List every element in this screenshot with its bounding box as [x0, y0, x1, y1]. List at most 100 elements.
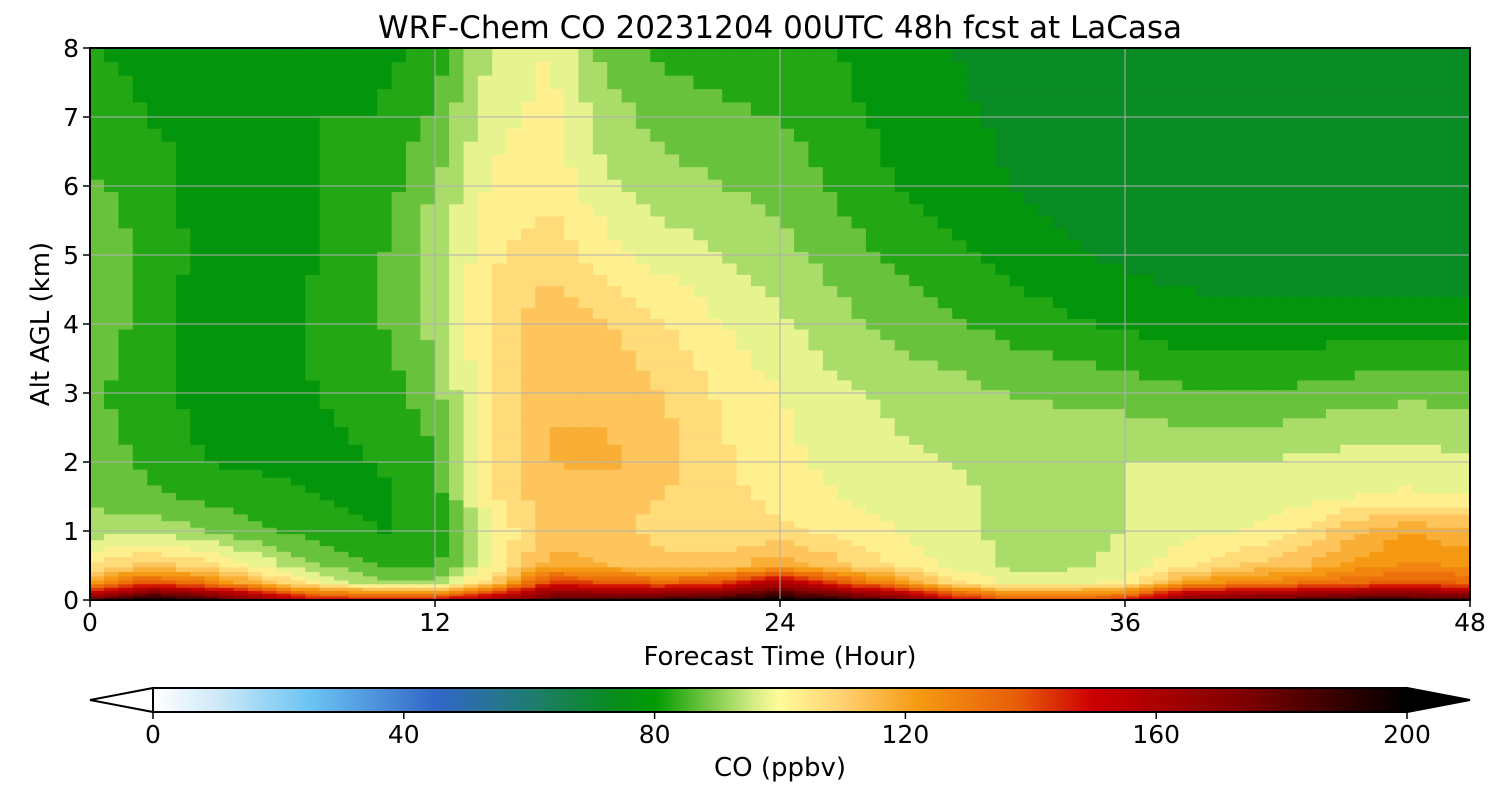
- heatmap-cell: [1067, 571, 1083, 577]
- heatmap-cell: [1340, 583, 1356, 588]
- heatmap-cell: [132, 579, 148, 585]
- heatmap-cell: [319, 561, 335, 568]
- heatmap-cell: [808, 215, 824, 229]
- heatmap-cell: [506, 328, 522, 341]
- heatmap-cell: [492, 389, 508, 400]
- heatmap-cell: [564, 296, 580, 309]
- heatmap-cell: [132, 239, 148, 252]
- heatmap-cell: [1067, 296, 1083, 309]
- heatmap-cell: [161, 595, 177, 599]
- heatmap-cell: [750, 492, 766, 501]
- heatmap-cell: [894, 215, 910, 229]
- heatmap-cell: [693, 533, 709, 541]
- heatmap-cell: [535, 587, 551, 591]
- heatmap-cell: [592, 506, 608, 515]
- heatmap-cell: [621, 571, 637, 577]
- heatmap-cell: [650, 444, 666, 454]
- heatmap-cell: [952, 328, 968, 341]
- heatmap-cell: [118, 551, 134, 558]
- heatmap-cell: [1397, 583, 1413, 588]
- heatmap-cell: [1268, 595, 1284, 599]
- heatmap-cell: [650, 499, 666, 508]
- heatmap-cell: [966, 399, 982, 410]
- heatmap-cell: [722, 499, 738, 508]
- heatmap-cell: [362, 587, 378, 591]
- heatmap-cell: [1153, 349, 1169, 361]
- heatmap-cell: [1153, 545, 1169, 552]
- heatmap-cell: [219, 587, 235, 591]
- heatmap-cell: [1426, 587, 1442, 591]
- heatmap-cell: [736, 583, 752, 588]
- heatmap-cell: [937, 435, 953, 445]
- heatmap-cell: [147, 359, 163, 371]
- heatmap-cell: [564, 389, 580, 400]
- heatmap-cell: [1412, 566, 1428, 572]
- heatmap-cell: [837, 597, 853, 600]
- heatmap-cell: [880, 506, 896, 515]
- heatmap-cell: [262, 251, 278, 264]
- heatmap-cell: [1340, 399, 1356, 410]
- heatmap-cell: [794, 533, 810, 541]
- heatmap-cell: [362, 389, 378, 400]
- heatmap-cell: [736, 379, 752, 391]
- heatmap-cell: [463, 227, 479, 241]
- heatmap-cell: [1024, 513, 1040, 522]
- heatmap-cell: [880, 369, 896, 381]
- heatmap-cell: [1268, 203, 1284, 217]
- heatmap-cell: [1297, 539, 1313, 547]
- heatmap-cell: [837, 227, 853, 241]
- heatmap-cell: [477, 469, 493, 478]
- heatmap-cell: [1455, 469, 1470, 478]
- heatmap-cell: [1369, 359, 1385, 371]
- heatmap-cell: [506, 595, 522, 599]
- heatmap-cell: [607, 575, 623, 581]
- heatmap-cell: [937, 520, 953, 528]
- heatmap-cell: [1426, 349, 1442, 361]
- heatmap-cell: [1153, 513, 1169, 522]
- heatmap-cell: [765, 435, 781, 445]
- heatmap-cell: [305, 251, 321, 264]
- heatmap-cell: [1210, 595, 1226, 599]
- heatmap-cell: [1110, 597, 1126, 600]
- heatmap-cell: [1412, 349, 1428, 361]
- heatmap-cell: [707, 545, 723, 552]
- heatmap-cell: [722, 506, 738, 515]
- heatmap-cell: [247, 545, 263, 552]
- heatmap-cell: [1182, 593, 1198, 597]
- heatmap-cell: [607, 484, 623, 493]
- heatmap-cell: [1239, 579, 1255, 585]
- heatmap-cell: [880, 513, 896, 522]
- heatmap-cell: [808, 506, 824, 515]
- heatmap-cell: [607, 590, 623, 594]
- heatmap-cell: [865, 593, 881, 597]
- heatmap-cell: [132, 227, 148, 241]
- heatmap-cell: [348, 477, 364, 486]
- heatmap-cell: [1009, 583, 1025, 588]
- heatmap-cell: [219, 593, 235, 597]
- heatmap-cell: [175, 274, 191, 287]
- heatmap-cell: [262, 307, 278, 319]
- heatmap-cell: [1095, 460, 1111, 470]
- heatmap-cell: [1110, 484, 1126, 493]
- heatmap-cell: [463, 593, 479, 597]
- heatmap-cell: [578, 408, 594, 419]
- heatmap-cell: [233, 545, 249, 552]
- heatmap-cell: [765, 513, 781, 522]
- heatmap-cell: [1440, 587, 1456, 591]
- heatmap-cell: [362, 435, 378, 445]
- heatmap-cell: [449, 285, 465, 298]
- heatmap-cell: [1455, 408, 1470, 419]
- heatmap-cell: [880, 215, 896, 229]
- heatmap-cell: [1124, 513, 1140, 522]
- heatmap-cell: [1369, 561, 1385, 568]
- heatmap-cell: [1397, 506, 1413, 515]
- heatmap-cell: [779, 426, 795, 437]
- heatmap-cell: [1139, 251, 1155, 264]
- heatmap-cell: [693, 551, 709, 558]
- heatmap-cell: [1153, 379, 1169, 391]
- heatmap-cell: [693, 561, 709, 568]
- heatmap-cell: [334, 575, 350, 581]
- heatmap-cell: [420, 539, 436, 547]
- heatmap-cell: [1239, 520, 1255, 528]
- heatmap-cell: [578, 556, 594, 563]
